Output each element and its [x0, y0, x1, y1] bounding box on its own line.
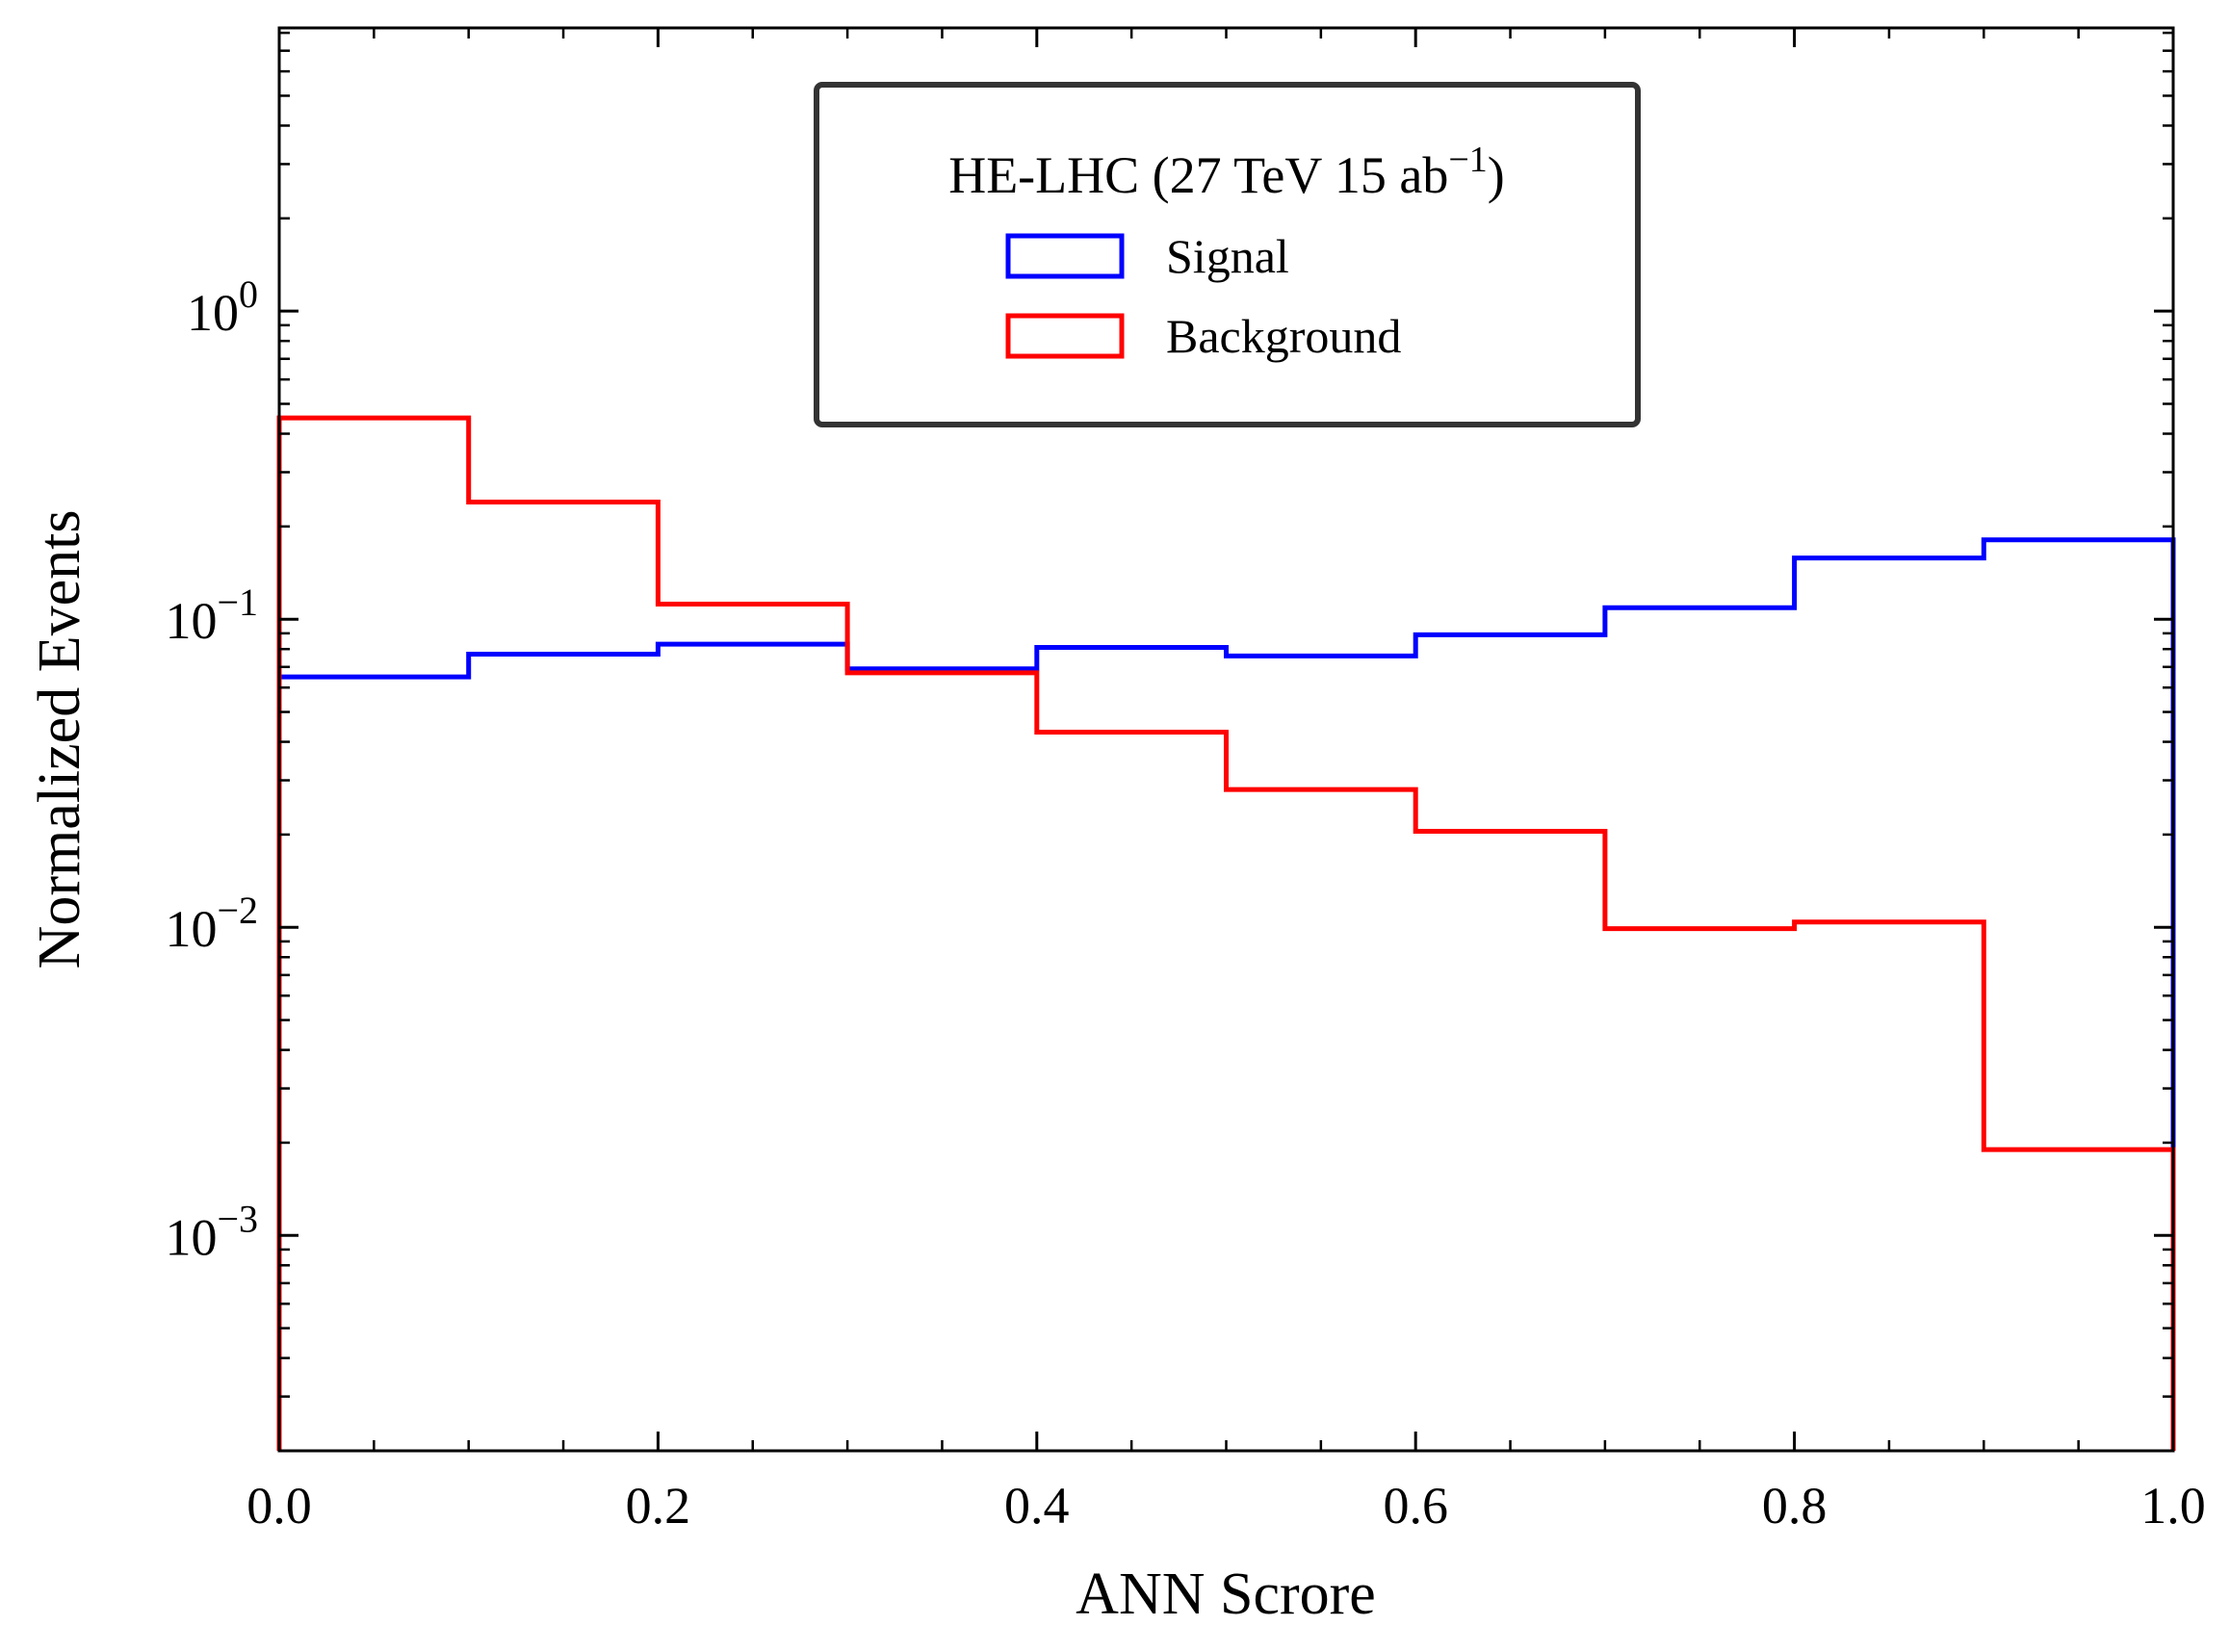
series-layer [276, 415, 2176, 1451]
legend-swatch-signal [1005, 233, 1125, 279]
series-background-step [276, 415, 2176, 1451]
y-tick-label: 10−2 [165, 889, 258, 958]
legend-label-signal: Signal [1166, 229, 1289, 283]
x-tick-label: 1.0 [2140, 1477, 2206, 1535]
x-axis-title: ANN Scrore [1076, 1562, 1376, 1627]
legend-title: HE-LHC (27 TeV 15 ab−1) [948, 140, 1505, 204]
y-axis-title: Normalized Events [27, 510, 92, 969]
y-tick-label: 10−1 [165, 581, 258, 650]
ticks-layer [277, 28, 2175, 1453]
x-tick-label: 0.6 [1383, 1477, 1448, 1535]
x-tick-label: 0.0 [246, 1477, 312, 1535]
legend-swatch-background [1005, 313, 1125, 359]
x-tick-label: 0.8 [1762, 1477, 1828, 1535]
legend-title-main: HE-LHC (27 TeV 15 ab [948, 146, 1448, 204]
legend-box [814, 82, 1641, 427]
series-signal-step [276, 537, 2176, 1451]
legend-title-close: ) [1488, 146, 1505, 204]
legend: HE-LHC (27 TeV 15 ab−1) Signal Backgroun… [814, 82, 1641, 427]
x-tick-label: 0.4 [1004, 1477, 1070, 1535]
tick-labels-layer: 0.0 0.2 0.4 0.6 0.8 1.0 100 10−1 10−2 10−3 [165, 272, 2205, 1535]
x-tick-label: 0.2 [626, 1477, 691, 1535]
legend-label-background: Background [1166, 309, 1401, 363]
y-tick-label: 100 [187, 272, 258, 342]
legend-title-sup: −1 [1448, 140, 1487, 180]
y-tick-label: 10−3 [165, 1197, 258, 1266]
